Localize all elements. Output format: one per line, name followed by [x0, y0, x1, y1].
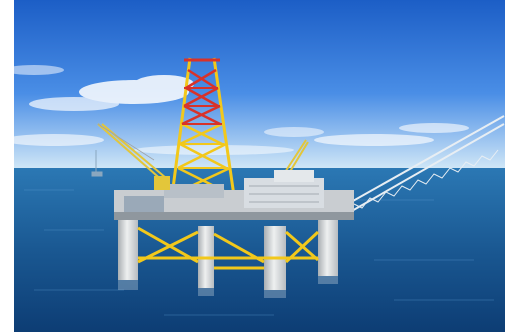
- derrick: [170, 57, 236, 197]
- photo-scene: [14, 0, 505, 332]
- crane-boom-right: [343, 115, 505, 213]
- crane-boom-left: [97, 123, 167, 183]
- bracing: [137, 226, 320, 270]
- deck-modules: [114, 170, 354, 220]
- sky: [14, 0, 505, 170]
- sea-ripples: [24, 189, 494, 316]
- distant-platform: [91, 150, 103, 177]
- oil-platform-illustration: [14, 0, 505, 332]
- water-reflection: [118, 276, 338, 298]
